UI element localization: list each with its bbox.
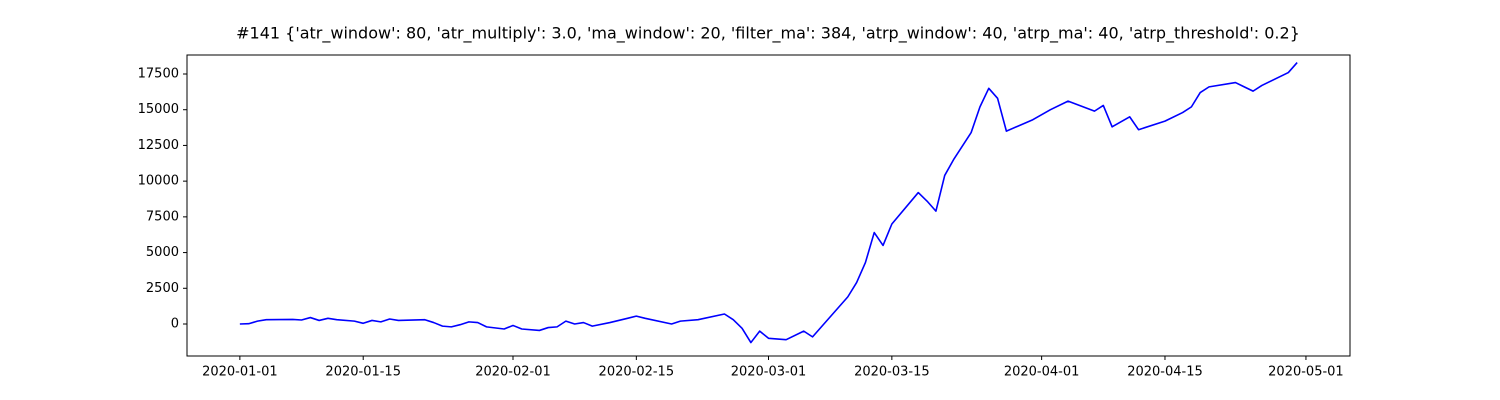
x-tick-label: 2020-05-01 — [1268, 365, 1344, 380]
x-tick-label: 2020-03-01 — [731, 365, 807, 380]
x-tick-label: 2020-04-15 — [1127, 365, 1203, 380]
x-tick-label: 2020-02-15 — [599, 365, 675, 380]
y-tick-label: 12500 — [138, 138, 179, 153]
y-tick-label: 7500 — [146, 209, 179, 224]
x-tick-label: 2020-03-15 — [854, 365, 930, 380]
y-tick-label: 0 — [171, 317, 179, 332]
y-tick-label: 10000 — [138, 174, 179, 189]
plot-frame — [186, 54, 1351, 357]
chart-title: #141 {'atr_window': 80, 'atr_multiply': … — [236, 24, 1300, 44]
y-tick-label: 15000 — [138, 102, 179, 117]
line-series — [239, 62, 1298, 344]
y-tick-label: 17500 — [138, 67, 179, 82]
x-tick-label: 2020-04-01 — [1004, 365, 1080, 380]
y-tick-label: 5000 — [146, 245, 179, 260]
x-tick-label: 2020-02-01 — [475, 365, 551, 380]
x-tick-label: 2020-01-15 — [325, 365, 401, 380]
y-tick-label: 2500 — [146, 281, 179, 296]
x-tick-label: 2020-01-01 — [202, 365, 278, 380]
